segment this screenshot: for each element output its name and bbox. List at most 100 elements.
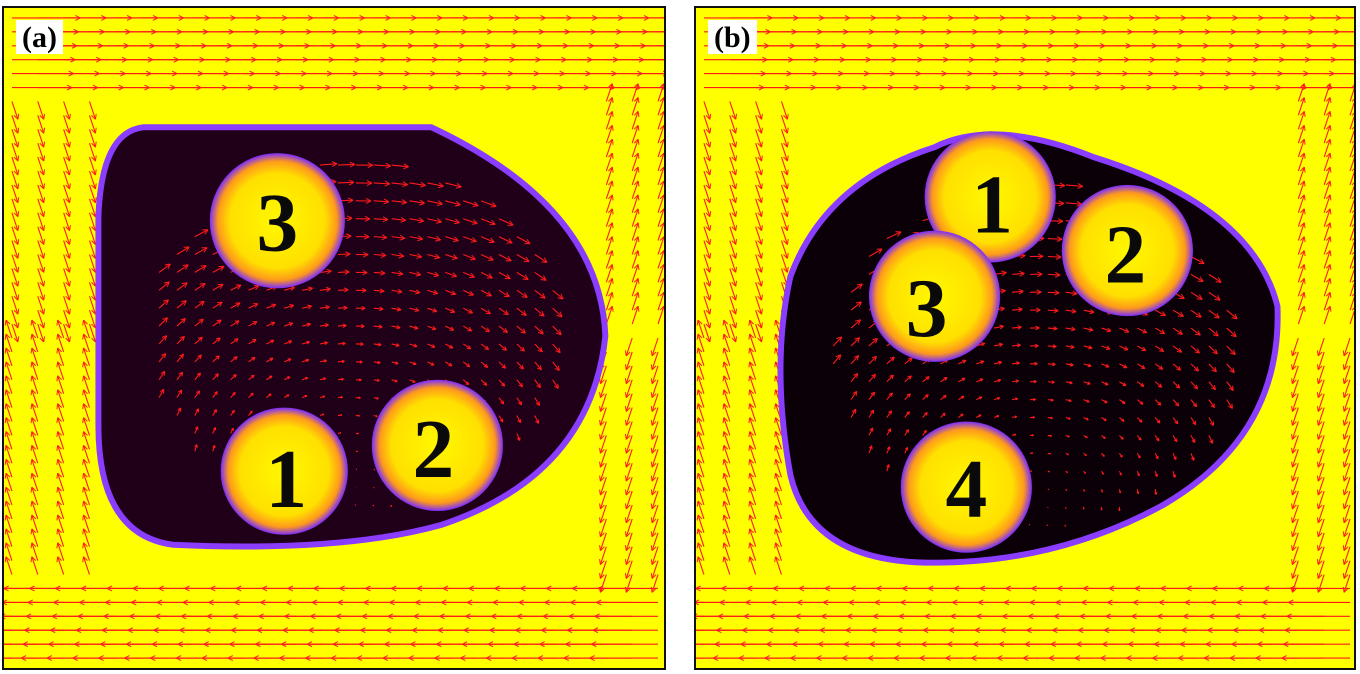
- velocity-arrowhead: [513, 641, 519, 648]
- velocity-arrowhead: [748, 347, 754, 354]
- velocity-arrowhead: [65, 322, 71, 329]
- velocity-arrowhead: [1002, 613, 1008, 620]
- velocity-arrowhead: [1070, 344, 1075, 349]
- velocity-arrow: [657, 152, 664, 172]
- velocity-arrow: [534, 271, 547, 281]
- velocity-arrow: [780, 115, 788, 134]
- velocity-arrowhead: [1072, 290, 1078, 296]
- velocity-arrowhead: [39, 211, 46, 218]
- velocity-arrowhead: [1179, 641, 1186, 648]
- velocity-arrowhead: [1300, 111, 1306, 117]
- velocity-arrowhead: [1173, 456, 1177, 461]
- velocity-arrowhead: [24, 627, 30, 634]
- velocity-arrowhead: [1037, 271, 1043, 278]
- velocity-arrowhead: [544, 599, 550, 606]
- velocity-arrow: [1343, 504, 1351, 524]
- velocity-arrowhead: [500, 400, 505, 405]
- velocity-arrowhead: [783, 225, 789, 232]
- velocity-arrowhead: [416, 253, 423, 259]
- velocity-arrow: [1083, 381, 1091, 385]
- velocity-arrowhead: [1101, 490, 1104, 493]
- velocity-arrowhead: [385, 162, 391, 169]
- velocity-arrowhead: [853, 372, 859, 379]
- velocity-arrow: [886, 464, 890, 472]
- velocity-arrowhead: [650, 559, 657, 565]
- velocity-arrow: [1291, 463, 1299, 482]
- velocity-arrowhead: [151, 641, 158, 648]
- velocity-arrow: [391, 164, 409, 168]
- velocity-arrow: [5, 500, 13, 520]
- velocity-arrowhead: [855, 301, 862, 308]
- velocity-arrow: [266, 339, 275, 345]
- velocity-arrow: [82, 403, 91, 422]
- velocity-arrow: [1083, 363, 1092, 367]
- velocity-arrow: [158, 299, 169, 309]
- velocity-arrow: [729, 170, 737, 190]
- velocity-arrowhead: [847, 613, 853, 620]
- velocity-arrowhead: [261, 585, 268, 592]
- velocity-arrowhead: [783, 197, 789, 204]
- velocity-arrowhead: [872, 337, 878, 344]
- velocity-arrow: [320, 270, 332, 273]
- velocity-arrowhead: [1069, 362, 1074, 367]
- velocity-arrowhead: [334, 627, 340, 634]
- velocity-arrowhead: [538, 310, 545, 317]
- velocity-arrowhead: [978, 414, 982, 418]
- velocity-arrowhead: [1106, 327, 1112, 333]
- velocity-arrowhead: [361, 287, 367, 293]
- velocity-arrow: [31, 375, 39, 394]
- velocity-arrowhead: [284, 613, 290, 620]
- velocity-arrow: [599, 393, 607, 412]
- velocity-arrow: [1101, 381, 1109, 386]
- velocity-arrowhead: [1102, 641, 1108, 648]
- velocity-arrowhead: [260, 599, 266, 606]
- velocity-arrow: [1190, 363, 1199, 372]
- velocity-arrow: [940, 394, 947, 401]
- velocity-arrow: [31, 389, 39, 408]
- velocity-arrowhead: [77, 613, 84, 620]
- velocity-arrowhead: [1087, 363, 1092, 368]
- velocity-arrowhead: [1000, 288, 1006, 294]
- velocity-arrow: [194, 336, 203, 345]
- velocity-arrowhead: [557, 293, 564, 300]
- velocity-arrow: [625, 393, 633, 412]
- velocity-arrowhead: [924, 613, 931, 620]
- velocity-arrow: [749, 403, 757, 422]
- velocity-arrow: [1047, 327, 1058, 330]
- velocity-arrowhead: [1152, 655, 1158, 661]
- velocity-arrowhead: [1105, 613, 1111, 620]
- velocity-arrowhead: [659, 291, 664, 297]
- velocity-arrow: [723, 403, 731, 422]
- velocity-arrowhead: [179, 335, 185, 342]
- velocity-arrowhead: [377, 360, 381, 365]
- velocity-arrowhead: [740, 641, 746, 648]
- velocity-arrowhead: [345, 233, 352, 240]
- velocity-arrowhead: [306, 340, 311, 345]
- velocity-arrow: [337, 324, 347, 327]
- velocity-arrowhead: [1190, 456, 1195, 461]
- velocity-arrowhead: [650, 405, 657, 412]
- velocity-arrowhead: [153, 627, 159, 634]
- velocity-arrowhead: [659, 222, 664, 227]
- velocity-arrow: [11, 143, 19, 162]
- velocity-arrowhead: [888, 410, 893, 415]
- velocity-arrowhead: [624, 475, 631, 482]
- velocity-arrowhead: [907, 357, 913, 363]
- velocity-arrowhead: [4, 528, 11, 535]
- velocity-arrow: [749, 333, 757, 353]
- velocity-arrowhead: [159, 388, 165, 394]
- velocity-arrowhead: [624, 433, 631, 440]
- velocity-arrowhead: [722, 486, 729, 493]
- velocity-arrow: [1154, 399, 1162, 406]
- velocity-arrow: [605, 83, 613, 102]
- velocity-arrowhead: [431, 344, 436, 348]
- velocity-arrowhead: [1291, 559, 1297, 565]
- velocity-arrowhead: [129, 613, 135, 620]
- velocity-arrow: [703, 143, 711, 162]
- velocity-arrowhead: [322, 413, 325, 416]
- velocity-arrowhead: [437, 627, 444, 634]
- velocity-arrowhead: [748, 431, 754, 438]
- velocity-arrowhead: [349, 161, 356, 168]
- velocity-arrowhead: [56, 431, 62, 438]
- velocity-arrow: [749, 514, 757, 533]
